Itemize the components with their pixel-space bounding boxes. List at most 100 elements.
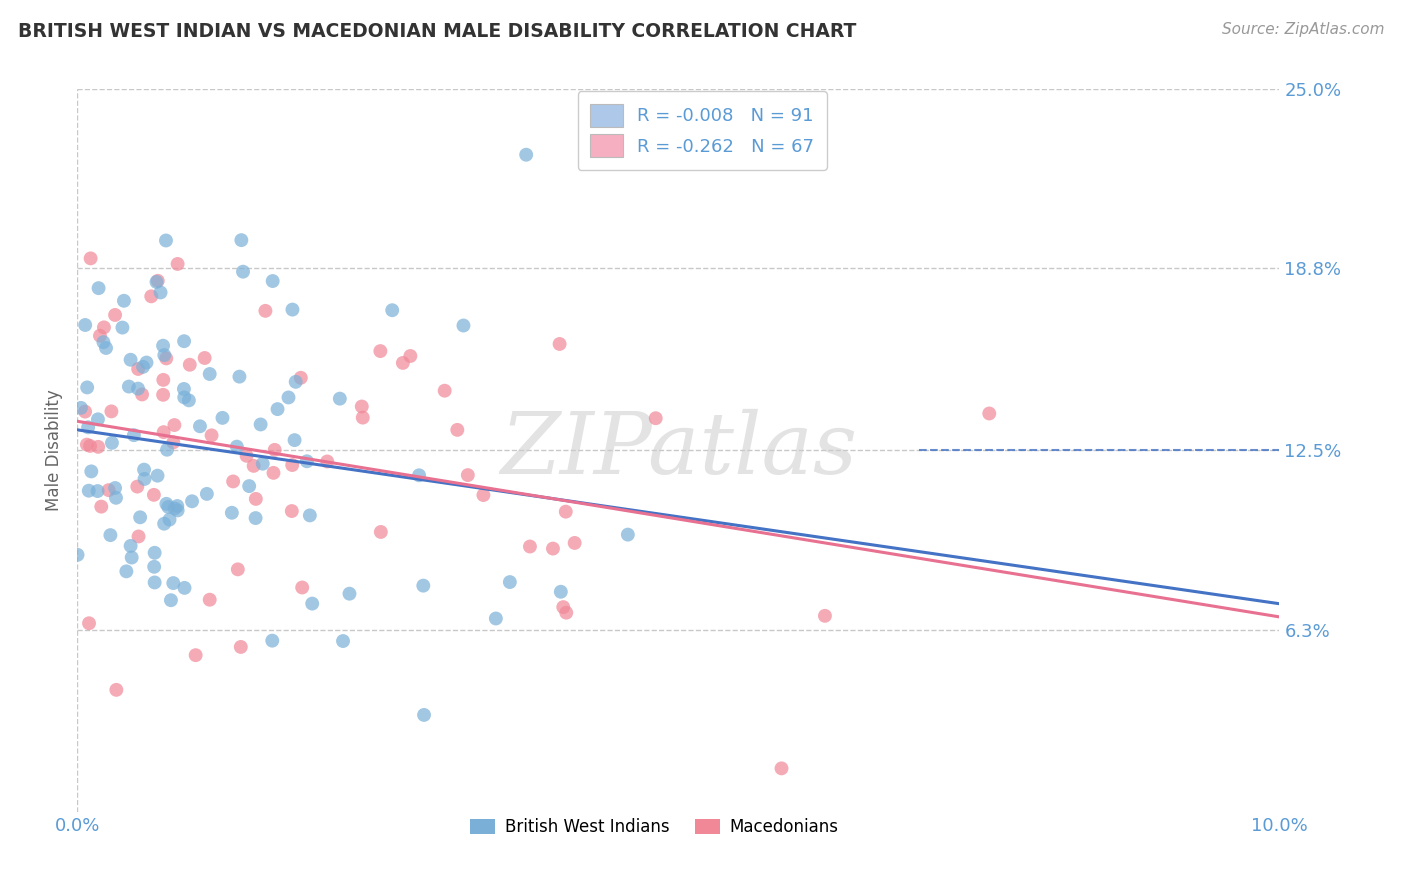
Point — [70, 401, 93, 415]
Point — [245, 511, 267, 525]
Point — [232, 265, 254, 279]
Point — [143, 559, 166, 574]
Point — [122, 428, 145, 442]
Point — [499, 575, 522, 590]
Point — [301, 597, 323, 611]
Point — [163, 418, 186, 433]
Point — [101, 435, 124, 450]
Point — [86, 484, 108, 499]
Point — [146, 274, 169, 288]
Point — [162, 435, 184, 450]
Point — [97, 483, 120, 497]
Point — [127, 480, 149, 494]
Point — [263, 442, 285, 457]
Point — [132, 463, 155, 477]
Point — [554, 505, 576, 519]
Point — [281, 504, 304, 518]
Point — [548, 337, 571, 351]
Point — [79, 439, 101, 453]
Point — [112, 293, 135, 308]
Point — [162, 576, 184, 591]
Point — [87, 440, 110, 454]
Point — [105, 491, 128, 505]
Point — [132, 359, 155, 374]
Point — [153, 348, 176, 362]
Point — [177, 393, 200, 408]
Point — [617, 527, 640, 541]
Point — [329, 392, 352, 406]
Point — [181, 494, 204, 508]
Point — [814, 608, 837, 623]
Point — [195, 487, 218, 501]
Point — [245, 491, 267, 506]
Point — [555, 606, 578, 620]
Point — [485, 611, 508, 625]
Point — [111, 320, 134, 334]
Point — [129, 510, 152, 524]
Point — [104, 308, 127, 322]
Point — [263, 466, 285, 480]
Point — [152, 425, 174, 439]
Point — [644, 411, 666, 425]
Point — [153, 516, 176, 531]
Point — [198, 367, 221, 381]
Point — [252, 457, 274, 471]
Point — [166, 499, 188, 513]
Point — [141, 289, 163, 303]
Point — [146, 468, 169, 483]
Point — [332, 634, 354, 648]
Point — [370, 524, 392, 539]
Point — [173, 334, 195, 349]
Point — [281, 302, 304, 317]
Point — [100, 528, 122, 542]
Point — [249, 417, 271, 432]
Point — [412, 579, 434, 593]
Point — [143, 546, 166, 560]
Point — [155, 234, 177, 248]
Point — [284, 375, 307, 389]
Point — [352, 410, 374, 425]
Point — [284, 433, 307, 447]
Point — [104, 481, 127, 495]
Point — [472, 488, 495, 502]
Point — [457, 468, 479, 483]
Point — [262, 633, 284, 648]
Point — [166, 503, 188, 517]
Point — [433, 384, 456, 398]
Point — [350, 400, 373, 414]
Point — [290, 371, 312, 385]
Point — [156, 442, 179, 457]
Point — [93, 335, 115, 350]
Point — [179, 358, 201, 372]
Point — [115, 565, 138, 579]
Point — [155, 497, 177, 511]
Point — [87, 412, 110, 426]
Point — [225, 440, 247, 454]
Point — [295, 454, 318, 468]
Point — [277, 391, 299, 405]
Point — [100, 404, 122, 418]
Point — [238, 479, 260, 493]
Point — [413, 707, 436, 722]
Point — [173, 581, 195, 595]
Text: ZIPatlas: ZIPatlas — [499, 409, 858, 491]
Point — [90, 500, 112, 514]
Point — [155, 351, 177, 366]
Point — [173, 390, 195, 404]
Point — [66, 548, 89, 562]
Point — [160, 593, 183, 607]
Point — [87, 281, 110, 295]
Point — [553, 600, 575, 615]
Point — [200, 428, 222, 442]
Point — [173, 382, 195, 396]
Point — [226, 562, 249, 576]
Point — [77, 483, 100, 498]
Point — [453, 318, 475, 333]
Point — [80, 464, 103, 478]
Point — [515, 147, 537, 161]
Point — [145, 275, 167, 289]
Point — [77, 420, 100, 434]
Point — [143, 575, 166, 590]
Point — [152, 373, 174, 387]
Point — [77, 616, 100, 631]
